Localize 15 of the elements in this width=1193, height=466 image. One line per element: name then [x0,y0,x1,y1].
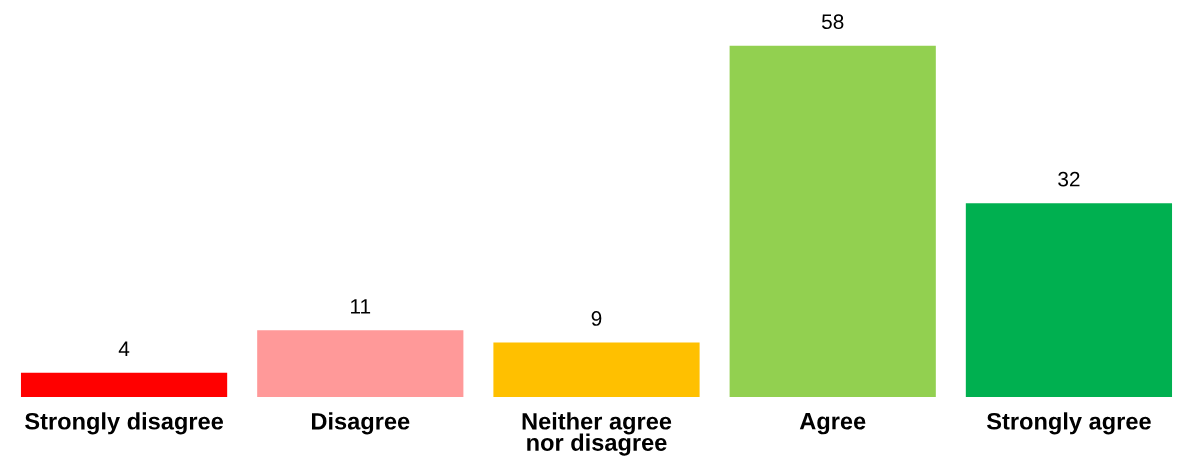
data-label: 9 [591,311,602,326]
x-tick-label: Strongly agree [986,412,1151,435]
data-label: 4 [118,341,130,356]
data-label: 32 [1058,171,1080,187]
x-tick-label: Agree [799,413,866,435]
bar [729,45,936,397]
data-label: 11 [351,299,371,314]
x-tick-label: Neither agree nor disagree [522,412,672,456]
x-tick-label: Disagree [311,412,410,435]
bar [257,330,464,397]
data-label: 58 [821,14,844,30]
bar [20,372,228,397]
x-tick-label: Strongly disagree [25,412,223,435]
bar [965,203,1173,397]
bar [493,342,700,397]
